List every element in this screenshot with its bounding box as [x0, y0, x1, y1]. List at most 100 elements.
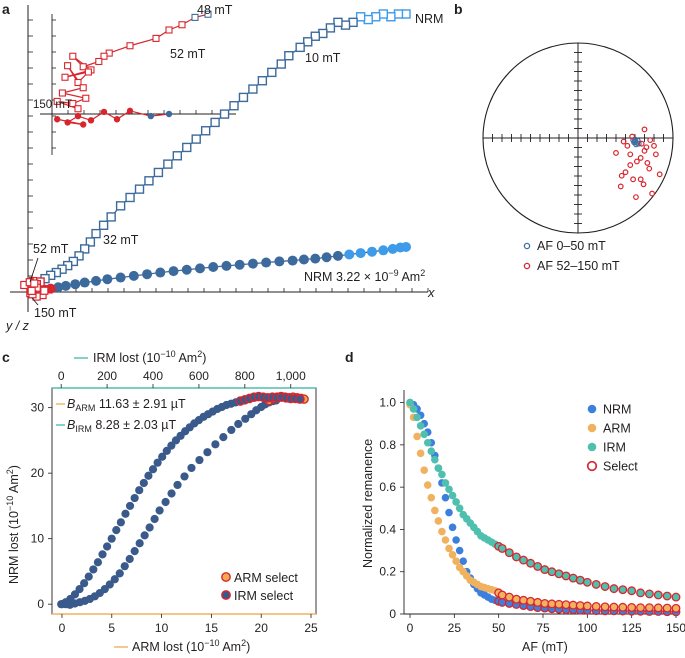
b-legend-marker-0 — [523, 242, 531, 250]
a-label-32mt: 32 mT — [103, 233, 139, 247]
d-point-arm — [438, 527, 446, 536]
a-vertical-point — [85, 237, 96, 247]
d-x-tick-label: 75 — [536, 621, 550, 635]
b-point — [633, 194, 639, 201]
d-point-arm — [627, 602, 637, 612]
c-point-arm — [203, 448, 212, 457]
a-horizontal-point — [142, 269, 153, 280]
d-point-arm — [497, 590, 507, 600]
a-vertical-point — [134, 184, 145, 194]
b-point — [624, 142, 631, 149]
d-point-irm — [671, 592, 681, 602]
a-horizontal-point — [287, 255, 298, 266]
a-vertical-point — [276, 59, 286, 69]
a-horizontal-point — [366, 246, 377, 257]
d-point-arm — [427, 493, 436, 502]
d-point-irm — [445, 485, 453, 494]
c-point-irm — [148, 465, 158, 474]
a-horizontal-point — [261, 257, 272, 268]
a-inset-vertical-point — [79, 63, 87, 71]
a-vertical-point — [125, 192, 135, 203]
d-point-arm — [575, 601, 585, 610]
d-point-irm — [504, 548, 514, 558]
c-point-arm — [173, 480, 182, 490]
d-point-arm — [618, 602, 628, 612]
a-inset-vertical-point — [165, 26, 173, 34]
d-point-irm — [609, 584, 619, 594]
c-point-irm — [84, 572, 93, 581]
d-point-nrm — [497, 597, 507, 607]
d-legend-label: ARM — [603, 422, 631, 436]
d-point-arm — [591, 601, 601, 611]
a-vertical-point — [91, 228, 101, 239]
d-x-tick-label: 125 — [622, 621, 642, 635]
d-point-arm — [441, 536, 450, 544]
a-vertical-point — [210, 117, 220, 128]
b-point — [632, 136, 638, 143]
d-point-arm — [511, 594, 521, 604]
a-label-nrm: NRM — [415, 12, 443, 26]
d-point-irm — [526, 558, 536, 568]
c-point-irm — [107, 534, 116, 543]
panel-label-a: a — [2, 1, 10, 17]
d-point-irm — [423, 438, 432, 447]
c-point-arm — [211, 440, 220, 449]
c-legend-marker-0 — [221, 572, 231, 582]
b-point — [653, 151, 659, 158]
a-label-10mt: 10 mT — [305, 51, 341, 65]
a-horizontal-point — [355, 248, 366, 259]
d-point-arm — [526, 596, 536, 606]
d-ylabel: Normalized remanence — [361, 439, 375, 568]
b-point — [634, 137, 641, 144]
d-point-irm — [448, 491, 457, 500]
c-point-irm — [125, 501, 135, 511]
a-inset-vertical-point — [53, 97, 61, 105]
a-horizontal-point — [115, 272, 126, 283]
d-y-tick-label: 0 — [389, 607, 396, 621]
d-point-arm — [671, 603, 681, 613]
c-point-arm — [135, 539, 144, 548]
d-point-irm — [416, 422, 425, 430]
b-point — [647, 137, 654, 144]
a-vertical-point — [74, 251, 84, 261]
a-inset-horizontal-point — [126, 107, 134, 115]
d-point-irm — [547, 567, 557, 577]
d-point-irm — [441, 479, 450, 487]
d-point-irm — [533, 561, 543, 571]
c-point-irm — [116, 518, 125, 527]
a-inset-horizontal-point — [147, 112, 154, 120]
panel-d-demagnetization: 0 25 50 75 100 125 150 0 0.2 0.4 0.6 0.8 1.0 AF (mT)… — [361, 390, 685, 654]
a-inset-vertical-point — [61, 73, 69, 81]
d-x-tick-label: 50 — [492, 621, 506, 635]
d-legend-label: NRM — [603, 403, 631, 417]
b-point — [637, 176, 644, 183]
c-top-xlabel: IRM lost (10−10 Am2) — [93, 349, 206, 365]
c-ticks: 0 5 10 15 20 25 0 10 20 30 0 200 400 600 800 1,000 — [31, 369, 318, 635]
d-point-nrm — [441, 493, 450, 502]
a-horizontal-point — [79, 277, 90, 288]
b-point — [622, 169, 629, 176]
d-point-irm — [582, 577, 592, 587]
a-inset-vertical-point — [79, 84, 87, 92]
a-horizontal-point — [128, 270, 139, 281]
d-legend-label: Select — [603, 460, 638, 474]
c-legend-label-0: ARM select — [234, 571, 298, 585]
a-vertical-point — [348, 17, 358, 28]
a-inset-horizontal-point — [100, 108, 108, 116]
a-inset-horizontal-point — [113, 116, 121, 123]
a-inset-horizontal-point — [80, 121, 87, 128]
d-point-irm — [519, 555, 528, 565]
d-point-arm — [540, 598, 550, 608]
d-point-irm — [653, 590, 663, 600]
c-birm-text: BIRM 8.28 ± 2.03 µT — [67, 418, 176, 434]
c-point-irm — [144, 471, 153, 480]
a-horizontal-point — [91, 275, 102, 286]
d-xlabel: AF (mT) — [522, 640, 568, 654]
b-point — [627, 162, 634, 168]
d-point-nrm — [445, 508, 453, 517]
d-x-tick-label: 25 — [448, 621, 462, 635]
a-vertical-point — [257, 76, 268, 86]
d-point-arm — [452, 557, 460, 565]
c-marks — [57, 391, 309, 609]
b-point — [627, 151, 634, 158]
